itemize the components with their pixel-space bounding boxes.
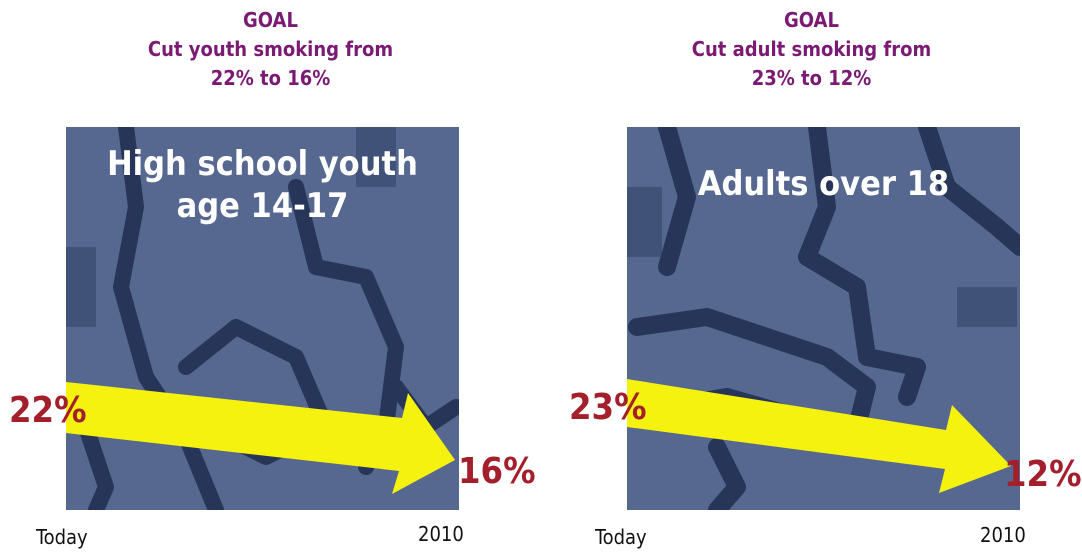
goal-heading: GOAL <box>243 8 298 32</box>
adult-end-value: 12% <box>1004 454 1082 495</box>
adult-x-end-label: 2010 <box>980 523 1026 547</box>
goal-line-1: Cut adult smoking from <box>691 37 932 61</box>
youth-start-value: 22% <box>9 390 87 431</box>
youth-x-end-label: 2010 <box>418 522 464 546</box>
adult-panel: GOAL Cut adult smoking from 23% to 12% A… <box>541 0 1082 559</box>
goal-heading: GOAL <box>784 8 839 32</box>
adult-goal-text: GOAL Cut adult smoking from 23% to 12% <box>541 6 1082 93</box>
adult-start-value: 23% <box>569 387 647 428</box>
goal-line-1: Cut youth smoking from <box>147 37 394 61</box>
goal-line-2: 23% to 12% <box>751 66 872 90</box>
youth-group-label: High school youth age 14-17 <box>66 143 459 227</box>
adult-group-label: Adults over 18 <box>627 163 1020 205</box>
group-line-1: High school youth <box>107 144 418 184</box>
adult-trend-arrow <box>627 379 1011 493</box>
youth-panel: GOAL Cut youth smoking from 22% to 16% H… <box>0 6 541 549</box>
youth-trend-arrow <box>66 382 455 494</box>
group-line-1: Adults over 18 <box>697 164 950 204</box>
youth-goal-text: GOAL Cut youth smoking from 22% to 16% <box>0 6 541 93</box>
arrow-shape <box>627 379 1011 493</box>
group-line-2: age 14-17 <box>176 186 349 226</box>
youth-end-value: 16% <box>458 451 536 492</box>
arrow-shape <box>66 382 455 494</box>
adult-x-start-label: Today <box>595 525 647 549</box>
goal-line-2: 22% to 16% <box>210 66 331 90</box>
youth-x-start-label: Today <box>36 525 88 549</box>
